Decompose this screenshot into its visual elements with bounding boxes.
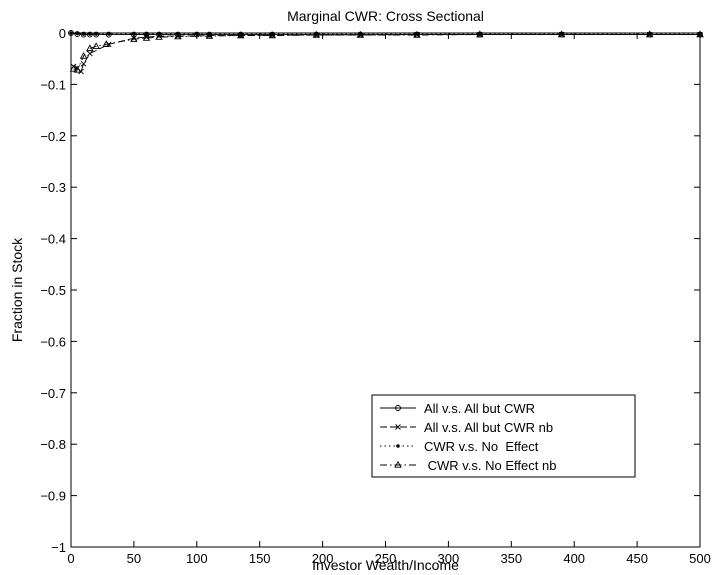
x-tick-label: 100 — [186, 551, 208, 566]
series-point-4 — [696, 30, 704, 38]
series-point-2 — [80, 61, 87, 67]
series-point-1 — [80, 31, 87, 38]
series-point-1 — [156, 31, 163, 38]
y-tick-label: −0.6 — [40, 334, 66, 349]
x-tick-label: 350 — [500, 551, 522, 566]
x-tick-label: 0 — [67, 551, 74, 566]
series-point-3 — [69, 31, 73, 35]
legend-marker-4 — [394, 460, 402, 468]
series-point-4 — [476, 30, 484, 38]
y-tick-label: 0 — [59, 26, 66, 41]
series-point-4 — [92, 42, 100, 50]
legend-label-2: All v.s. All but CWR nb — [424, 420, 553, 435]
y-tick-label: −0.7 — [40, 386, 66, 401]
x-tick-label: 50 — [127, 551, 141, 566]
series-point-1 — [93, 31, 100, 38]
series-point-1 — [193, 31, 200, 38]
series-point-4 — [268, 31, 277, 39]
x-tick-label: 300 — [438, 551, 460, 566]
series-point-4 — [142, 34, 151, 41]
y-tick-label: −0.9 — [40, 489, 66, 504]
legend-box — [371, 394, 636, 478]
y-tick-label: −0.3 — [40, 180, 66, 195]
series-point-2 — [87, 50, 93, 57]
series-point-1 — [86, 31, 93, 38]
legend-label-4: CWR v.s. No Effect nb — [424, 458, 556, 473]
series-point-4 — [130, 35, 138, 42]
series-point-3 — [94, 32, 98, 36]
y-axis-title: Fraction in Stock — [9, 237, 25, 342]
x-tick-label: 450 — [626, 551, 648, 566]
series-4 — [69, 30, 704, 73]
x-tick-label: 250 — [375, 551, 397, 566]
series-point-4 — [237, 31, 245, 39]
legend-marker-1 — [395, 405, 401, 411]
series-point-4 — [102, 40, 110, 47]
series-point-4 — [174, 32, 182, 40]
x-tick-label: 400 — [563, 551, 585, 566]
legend-label-3: CWR v.s. No Effect — [424, 439, 539, 454]
series-point-3 — [81, 32, 86, 36]
legend-label-1: All v.s. All but CWR — [424, 401, 535, 416]
series-line-3 — [70, 32, 700, 35]
legend-marker-2 — [395, 424, 401, 430]
series-point-4 — [73, 65, 82, 73]
x-tick-label: 500 — [689, 551, 711, 566]
series-layer — [68, 30, 704, 75]
series-point-3 — [75, 31, 80, 36]
series-point-4 — [645, 30, 654, 38]
series-point-3 — [106, 32, 111, 36]
series-point-4 — [86, 44, 94, 52]
series-point-4 — [312, 30, 321, 38]
y-tick-label: −1 — [51, 540, 66, 555]
legend-marker-3 — [396, 444, 400, 448]
series-point-4 — [557, 30, 566, 38]
series-point-4 — [356, 30, 365, 38]
chart-title: Marginal CWR: Cross Sectional — [287, 8, 484, 24]
series-point-3 — [195, 32, 199, 36]
x-axis-title: Investor Wealth/Income — [312, 557, 459, 573]
series-line-4 — [73, 34, 700, 71]
series-point-4 — [205, 31, 214, 39]
x-tick-label: 200 — [312, 551, 334, 566]
series-point-1 — [105, 31, 112, 38]
y-tick-label: −0.4 — [40, 232, 66, 247]
series-point-3 — [88, 32, 92, 36]
series-point-4 — [155, 32, 163, 40]
series-point-1 — [130, 31, 137, 38]
series-point-1 — [68, 30, 74, 36]
series-point-3 — [132, 32, 136, 36]
series-point-4 — [79, 52, 88, 59]
axis-ticks: 0 50 100 150 200 250 300 350 400 450 500 0 −0.1 −0.2 −… — [40, 26, 711, 566]
legend: All v.s. All but CWR All v.s. All but CWR… — [371, 394, 636, 478]
series-point-1 — [74, 31, 81, 37]
y-tick-label: −0.5 — [40, 283, 66, 298]
series-point-4 — [413, 30, 421, 38]
y-tick-label: −0.2 — [40, 129, 66, 144]
y-tick-label: −0.8 — [40, 437, 66, 452]
x-tick-label: 150 — [249, 551, 271, 566]
y-tick-label: −0.1 — [40, 77, 66, 92]
series-point-4 — [69, 64, 78, 72]
